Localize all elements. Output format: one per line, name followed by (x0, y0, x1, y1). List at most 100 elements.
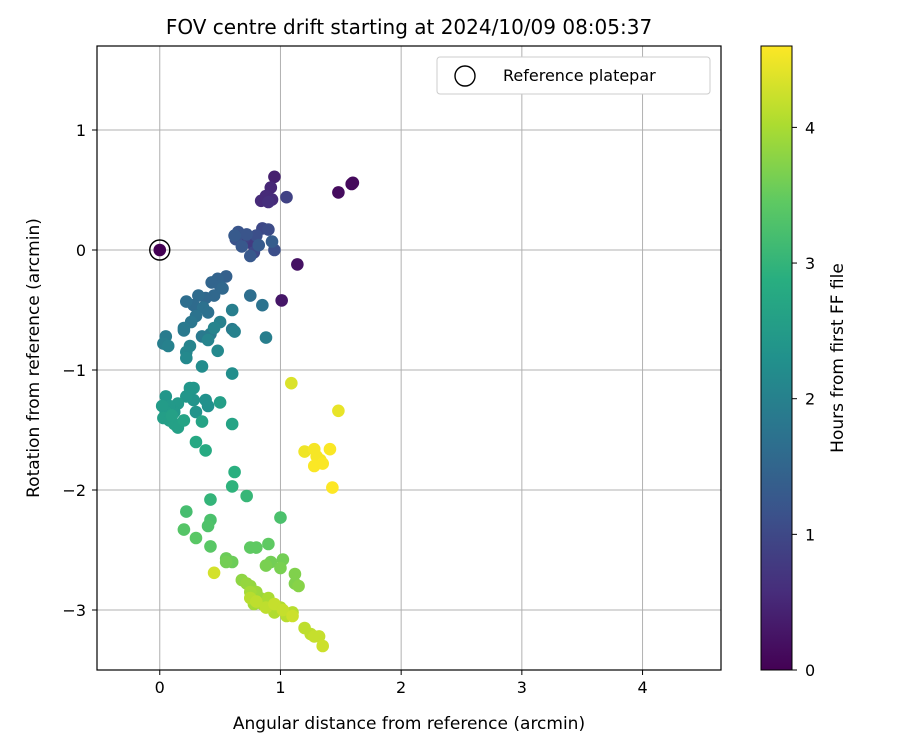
data-point (207, 566, 221, 580)
data-point (189, 531, 203, 545)
y-tick-label: −1 (62, 361, 86, 380)
reference-point-fill (153, 243, 167, 257)
data-point (332, 186, 345, 199)
data-point (199, 444, 212, 457)
x-tick-label: 2 (396, 678, 406, 697)
data-point (228, 325, 241, 338)
plot-frame (96, 45, 722, 671)
data-point (346, 176, 360, 190)
x-tick-label: 0 (155, 678, 165, 697)
data-point (155, 399, 169, 413)
data-point (159, 390, 173, 403)
data-point (180, 390, 193, 403)
data-point (228, 465, 241, 479)
data-point (207, 321, 221, 335)
data-point (195, 360, 209, 373)
data-point (262, 195, 275, 209)
data-point (204, 540, 217, 553)
colorbar-tick-label: 3 (805, 254, 815, 273)
data-point (265, 235, 279, 248)
data-points (149, 170, 360, 653)
data-point (240, 228, 253, 241)
data-point (332, 404, 345, 418)
data-point (180, 505, 193, 518)
x-tick-label: 1 (275, 678, 285, 697)
data-point (259, 559, 273, 572)
legend: Reference platepar (436, 56, 711, 95)
y-tick-label: 0 (76, 241, 86, 260)
data-point (177, 523, 191, 536)
data-point (312, 630, 326, 643)
data-point (216, 282, 229, 295)
data-point (268, 170, 281, 184)
data-point (201, 306, 215, 319)
x-axis-label: Angular distance from reference (arcmin) (233, 714, 585, 734)
colorbar-ticks: 0 1 2 3 4 (792, 118, 815, 680)
data-point (213, 396, 227, 409)
data-point (316, 457, 330, 470)
y-tick-label: −3 (62, 601, 86, 620)
y-axis-ticks: 1 0 −1 −2 −3 (62, 121, 97, 620)
data-point (298, 445, 311, 458)
data-point (262, 223, 275, 236)
data-point (243, 289, 257, 302)
reference-platepar-marker (149, 239, 171, 261)
data-point (276, 603, 290, 617)
colorbar-tick-label: 0 (805, 661, 815, 680)
data-point (250, 541, 263, 554)
data-point (292, 579, 305, 593)
legend-label-reference-platepar: Reference platepar (503, 66, 656, 85)
data-point (204, 493, 217, 506)
data-point (180, 295, 193, 308)
data-point (250, 229, 263, 242)
data-point (275, 294, 288, 307)
data-point (189, 405, 203, 419)
data-point (201, 399, 215, 413)
data-point (201, 519, 215, 533)
x-tick-label: 4 (637, 678, 647, 697)
data-point (201, 333, 215, 347)
data-point (228, 229, 241, 242)
data-point (177, 324, 191, 337)
colorbar-tick-label: 2 (805, 390, 815, 409)
colorbar-label: Hours from first FF file (828, 263, 848, 453)
data-point (211, 344, 224, 358)
legend-marker-open-circle (454, 65, 476, 87)
data-point (225, 303, 239, 317)
data-point (285, 376, 298, 390)
data-point (235, 240, 249, 253)
data-point (177, 414, 191, 427)
colorbar: 0 1 2 3 4 Hours from first FF file (760, 45, 848, 680)
chart-title: FOV centre drift starting at 2024/10/09 … (166, 15, 652, 39)
grid (97, 46, 721, 670)
data-point (189, 435, 203, 449)
data-point (225, 480, 239, 493)
colorbar-tick-label: 4 (805, 118, 815, 137)
data-point (291, 258, 304, 271)
y-tick-label: −2 (62, 481, 86, 500)
colorbar-tick-label: 1 (805, 525, 815, 544)
data-point (161, 339, 175, 353)
data-point (252, 238, 266, 252)
x-axis-ticks: 0 1 2 3 4 (155, 670, 648, 697)
x-tick-label: 3 (517, 678, 527, 697)
data-point (286, 609, 299, 623)
data-point (288, 567, 302, 581)
data-point (326, 481, 339, 494)
data-point (225, 417, 239, 431)
data-point (280, 190, 293, 204)
y-tick-label: 1 (76, 121, 86, 140)
y-axis-label: Rotation from reference (arcmin) (24, 218, 44, 498)
data-point (259, 331, 273, 344)
legend-box (436, 56, 711, 95)
data-point (316, 639, 330, 653)
data-point (256, 298, 269, 312)
data-point (195, 415, 209, 428)
data-point (219, 555, 233, 569)
data-point (243, 249, 257, 263)
data-point (274, 511, 287, 524)
data-point (187, 381, 200, 395)
data-point (192, 289, 205, 302)
data-point (250, 595, 263, 608)
